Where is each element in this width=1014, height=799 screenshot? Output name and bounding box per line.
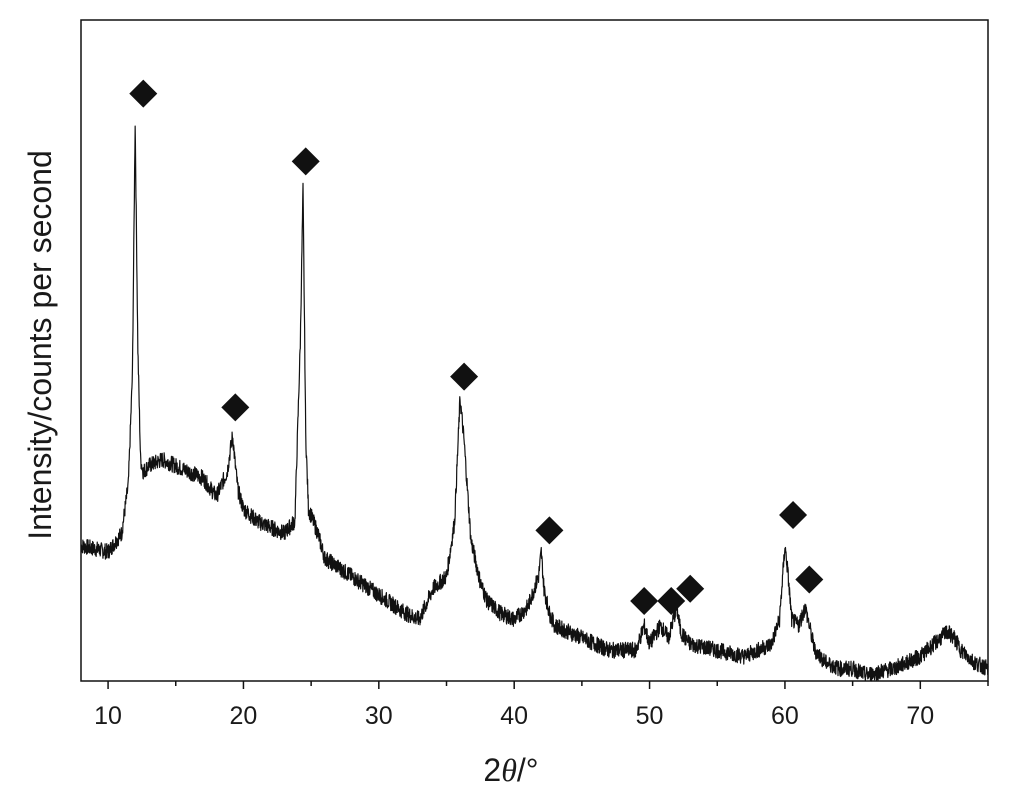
peak-marker-diamond <box>779 500 808 529</box>
x-tick-label: 20 <box>230 702 258 730</box>
peak-marker-diamond <box>657 587 686 616</box>
x-tick-label: 40 <box>500 702 528 730</box>
x-tick-label: 60 <box>771 702 799 730</box>
peak-marker-diamond <box>630 587 659 616</box>
peak-markers <box>129 79 824 616</box>
y-axis-label: Intensity/counts per second <box>22 150 58 540</box>
x-axis-tick-labels: 10 20 30 40 50 60 70 <box>94 702 934 730</box>
plot-frame <box>80 19 989 682</box>
x-tick-label: 30 <box>365 702 393 730</box>
peak-marker-diamond <box>221 393 250 422</box>
peak-marker-diamond <box>129 79 158 108</box>
peak-marker-diamond <box>795 565 824 594</box>
x-tick-label: 70 <box>906 702 934 730</box>
series-line <box>80 125 989 682</box>
x-axis-label: 2θ/° <box>483 752 538 788</box>
x-tick-label: 10 <box>94 702 122 730</box>
x-axis-ticks <box>107 681 989 689</box>
peak-marker-diamond <box>450 362 479 391</box>
peak-marker-diamond <box>291 147 320 176</box>
peak-marker-diamond <box>676 574 705 603</box>
x-axis-label-symbol: θ <box>501 752 517 788</box>
x-axis-label-prefix: 2 <box>483 752 501 788</box>
x-tick-label: 50 <box>636 702 664 730</box>
x-axis-label-suffix: /° <box>517 752 539 788</box>
peak-marker-diamond <box>535 516 564 545</box>
